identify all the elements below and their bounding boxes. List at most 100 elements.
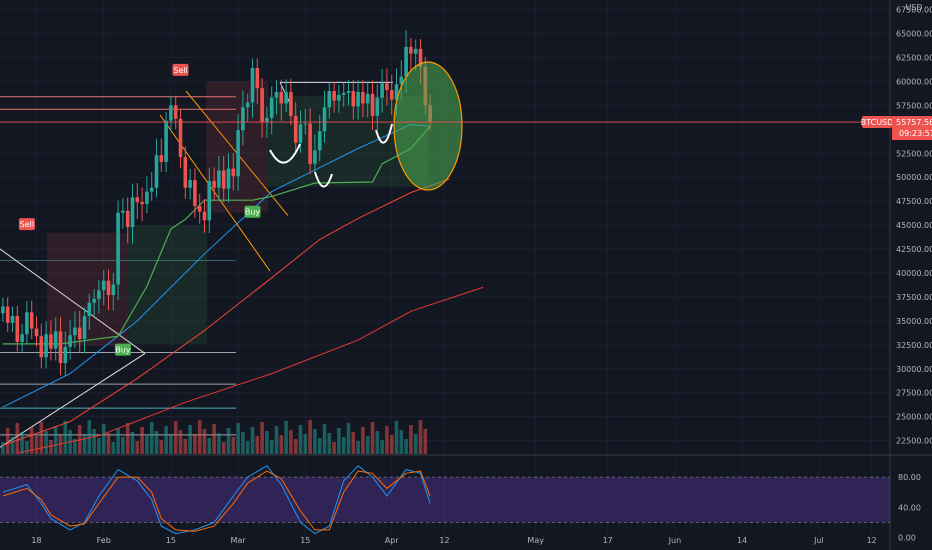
volume-bar <box>255 436 260 454</box>
candle-body <box>97 290 101 299</box>
volume-bar <box>260 422 264 454</box>
pattern-curve <box>375 123 393 144</box>
buy-signal <box>244 205 261 218</box>
volume-bar <box>317 438 322 454</box>
candle-body <box>365 93 370 104</box>
volume-bar <box>169 435 173 454</box>
candle-body <box>361 91 365 104</box>
candle-body <box>313 150 317 164</box>
signal-label: Buy <box>115 346 131 355</box>
volume-bar <box>149 422 154 454</box>
price-tick-label: 62500.00 <box>896 53 932 62</box>
volume-bar <box>15 423 20 454</box>
candle-body <box>351 91 356 107</box>
candle-body <box>68 335 72 347</box>
candle-body <box>202 211 207 221</box>
candle-body <box>20 334 24 342</box>
volume-bar <box>125 423 130 454</box>
volume-bar <box>188 425 192 454</box>
price-tick-label: 32500.00 <box>896 341 932 350</box>
candle-body <box>221 170 226 189</box>
candle-body <box>370 93 375 116</box>
volume-bar <box>202 429 207 454</box>
candle-body <box>217 170 221 188</box>
volume-bar <box>1 442 5 454</box>
price-tick-label: 65000.00 <box>896 30 932 39</box>
volume-bar <box>322 424 327 454</box>
volume-bar <box>58 435 63 454</box>
volume-bar <box>221 442 226 454</box>
price-tick-label: 45000.00 <box>896 221 932 230</box>
candle-body <box>289 91 293 116</box>
volume-bar <box>121 437 125 454</box>
time-tick-label: 12 <box>439 536 449 545</box>
time-tick-label: May <box>527 536 544 545</box>
candle-body <box>106 280 111 296</box>
volume-bar <box>389 435 394 454</box>
volume-bar <box>87 420 92 454</box>
volume-bar <box>53 426 58 454</box>
candle-body <box>1 306 5 314</box>
volume-bar <box>385 426 389 454</box>
candle-body <box>178 118 183 158</box>
candle-body <box>226 168 231 189</box>
candle-body <box>327 91 332 108</box>
volume-bar <box>337 428 341 454</box>
volume-bar <box>49 440 53 454</box>
candle-body <box>87 302 92 317</box>
pattern-curve <box>269 143 301 164</box>
volume-bar <box>25 441 29 454</box>
candle-body <box>169 105 173 121</box>
stoch-tick-label: 80.00 <box>898 473 921 482</box>
candle-body <box>356 91 360 107</box>
candle-body <box>284 91 288 104</box>
candle-body <box>140 202 144 205</box>
volume-bar <box>226 428 231 454</box>
buy-zone <box>127 225 207 344</box>
candle-body <box>346 91 351 93</box>
signal-label: Sell <box>173 66 187 75</box>
volume-bar <box>5 428 10 454</box>
candle-body <box>130 197 135 228</box>
candle-body <box>389 90 394 100</box>
volume-bar <box>130 432 135 454</box>
volume-bar <box>380 440 384 454</box>
price-tick-label: 37500.00 <box>896 293 932 302</box>
price-tick-label: 40000.00 <box>896 269 932 278</box>
sell-signal <box>172 63 189 76</box>
candle-body <box>183 157 188 188</box>
volume-bar <box>29 427 34 454</box>
volume-bar <box>361 427 365 454</box>
volume-bar <box>250 427 255 454</box>
candle-body <box>308 123 312 164</box>
candle-body <box>121 210 125 213</box>
time-tick-label: Jul <box>813 536 824 545</box>
volume-bar <box>92 429 96 454</box>
candle-body <box>73 327 77 336</box>
candle-body <box>212 181 216 188</box>
candle-body <box>5 306 10 323</box>
volume-bar <box>154 431 159 454</box>
volume-bar <box>351 432 356 454</box>
sell-signal <box>18 218 35 231</box>
time-tick-label: Apr <box>385 536 400 545</box>
candle-body <box>418 48 423 68</box>
price-tag <box>892 116 932 141</box>
time-tick-label: 17 <box>603 536 613 545</box>
candle-body <box>193 180 197 206</box>
volume-bar <box>197 420 202 454</box>
candle-body <box>116 212 120 285</box>
triangle-lower-line <box>0 353 146 448</box>
candle-body <box>29 312 34 329</box>
volume-bar <box>394 421 399 454</box>
stoch-d-line <box>2 470 431 532</box>
volume-bar <box>418 420 423 454</box>
candle-body <box>188 180 192 188</box>
time-tick-label: 14 <box>737 536 747 545</box>
candle-body <box>375 97 380 116</box>
candle-body <box>409 46 413 54</box>
ema-long-line <box>17 286 484 454</box>
countdown-label: 09:23:51 <box>899 129 932 138</box>
candle-body <box>101 280 106 291</box>
